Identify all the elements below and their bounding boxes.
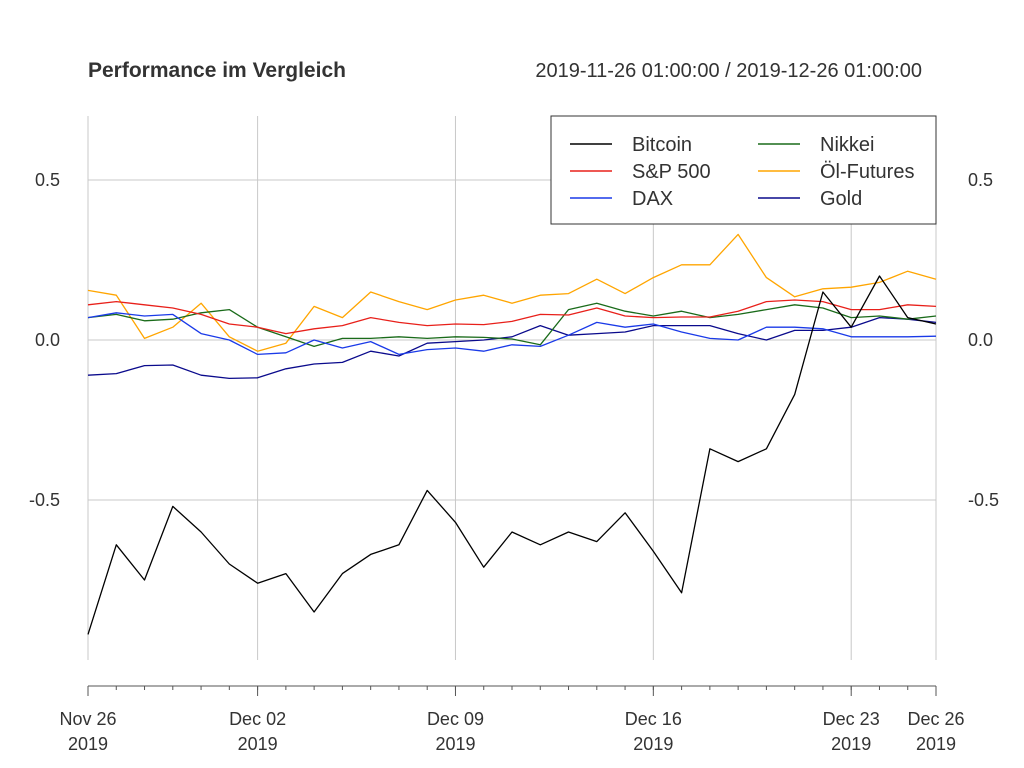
x-tick-year-label: 2019 bbox=[238, 734, 278, 754]
chart-title: Performance im Vergleich bbox=[88, 59, 346, 82]
y-tick-label-left: -0.5 bbox=[29, 490, 60, 510]
x-axis: Nov 26 2019 Dec 02 2019 Dec 09 2019 Dec 16 2019… bbox=[59, 685, 965, 754]
x-tick-year-label: 2019 bbox=[435, 734, 475, 754]
x-tick-label: Dec 16 bbox=[625, 709, 682, 729]
horizontal-grid bbox=[88, 179, 936, 501]
x-tick-year-label: 2019 bbox=[831, 734, 871, 754]
legend-label: Nikkei bbox=[820, 134, 874, 156]
legend-label: Gold bbox=[820, 188, 862, 210]
y-tick-label-right: -0.5 bbox=[968, 490, 999, 510]
series-line-s-p-500 bbox=[87, 299, 937, 335]
legend-label: DAX bbox=[632, 188, 673, 210]
series-lines bbox=[87, 233, 937, 635]
x-tick-label: Dec 02 bbox=[229, 709, 286, 729]
x-tick-label: Dec 23 bbox=[823, 709, 880, 729]
x-tick-label: Nov 26 bbox=[59, 709, 116, 729]
legend-label: S&P 500 bbox=[632, 161, 711, 183]
y-axis-right: 0.5 0.0 -0.5 bbox=[968, 170, 999, 510]
legend-label: Bitcoin bbox=[632, 134, 692, 156]
y-tick-label-right: 0.5 bbox=[968, 170, 993, 190]
legend-label: Öl-Futures bbox=[820, 161, 914, 183]
series-line-bitcoin bbox=[87, 275, 937, 635]
x-tick-label: Dec 26 bbox=[907, 709, 964, 729]
y-tick-label-left: 0.0 bbox=[35, 330, 60, 350]
series-line-gold bbox=[87, 316, 937, 380]
series-line-nikkei bbox=[87, 302, 937, 348]
x-tick-label: Dec 09 bbox=[427, 709, 484, 729]
series-line-dax bbox=[87, 312, 937, 356]
x-tick-year-label: 2019 bbox=[633, 734, 673, 754]
date-range: 2019-11-26 01:00:00 / 2019-12-26 01:00:0… bbox=[535, 60, 922, 82]
series-line-l-futures bbox=[87, 233, 937, 352]
legend: Bitcoin S&P 500 DAX Nikkei Öl-Futures Gold bbox=[550, 115, 937, 225]
x-tick-year-label: 2019 bbox=[916, 734, 956, 754]
x-tick-year-label: 2019 bbox=[68, 734, 108, 754]
legend-box bbox=[550, 115, 937, 225]
y-axis-left: 0.5 0.0 -0.5 bbox=[29, 170, 60, 510]
y-tick-label-right: 0.0 bbox=[968, 330, 993, 350]
y-tick-label-left: 0.5 bbox=[35, 170, 60, 190]
